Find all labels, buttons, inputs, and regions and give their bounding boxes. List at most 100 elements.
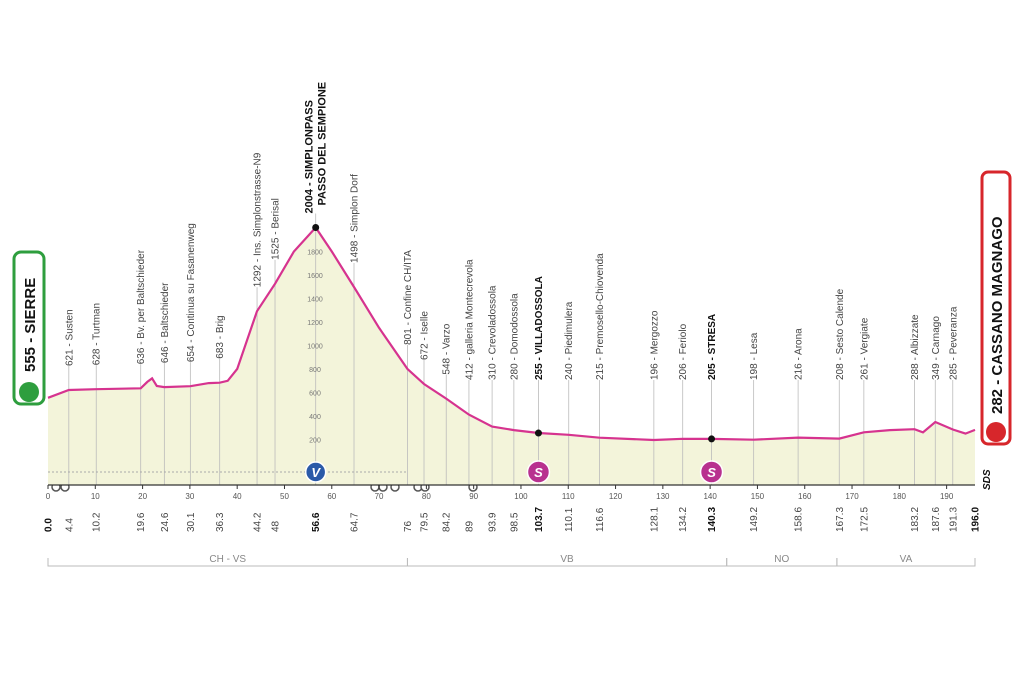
waypoint-label: 288 - Albizzate	[910, 314, 921, 380]
km-label: 140.3	[707, 507, 718, 532]
profile-line	[47, 225, 976, 442]
x-tick-label: 20	[138, 492, 147, 501]
region-label: NO	[774, 554, 789, 565]
km-label: 48	[271, 520, 282, 532]
km-label: 10.2	[92, 512, 103, 532]
summit-label: PASSO DEL SEMPIONE	[317, 82, 329, 206]
marker-label: V	[311, 465, 321, 480]
region-label: VB	[560, 554, 574, 565]
x-tick-label: 180	[893, 492, 907, 501]
start-label: 555 - SIERRE	[22, 278, 39, 372]
finish-label: 282 - CASSANO MAGNAGO	[989, 216, 1006, 414]
km-label: 56.6	[311, 512, 322, 532]
waypoint-label: 255 - VILLADOSSOLA	[534, 276, 545, 380]
x-tick-label: 40	[233, 492, 242, 501]
x-tick-label: 0	[46, 492, 51, 501]
sprint-icon	[699, 460, 724, 484]
km-label: 149.2	[749, 507, 760, 532]
km-label: 191.3	[948, 507, 959, 532]
waypoint-label: 412 - galleria Montecrevola	[464, 259, 475, 380]
y-tick-label: 200	[309, 438, 321, 445]
waypoint-label: 198 - Lesa	[749, 332, 760, 380]
profile-dot	[534, 429, 542, 437]
waypoint-label: 628 - Turtman	[92, 303, 103, 365]
kom-icon	[304, 461, 327, 483]
waypoint-label: 208 - Sesto Calende	[835, 288, 846, 380]
km-label: 0.0	[44, 518, 55, 532]
km-label: 187.6	[931, 507, 942, 532]
waypoint-label: 672 - Iselle	[420, 311, 431, 360]
km-label: 116.6	[595, 507, 606, 532]
km-label: 158.6	[794, 507, 805, 532]
km-label: 36.3	[215, 512, 226, 532]
y-tick-label: 1000	[307, 344, 323, 351]
x-tick-label: 100	[514, 492, 528, 501]
x-tick-label: 150	[751, 492, 765, 501]
start-icon	[19, 382, 39, 402]
y-tick-label: 1600	[307, 273, 323, 280]
y-tick-label: 1200	[307, 320, 323, 327]
x-tick-label: 140	[703, 492, 717, 501]
x-tick-label: 90	[469, 492, 478, 501]
waypoint-label: 1498 - Simplon Dorf	[350, 174, 361, 263]
finish-icon	[986, 422, 1006, 442]
logo: SDS	[982, 469, 993, 490]
region-label: VA	[900, 554, 913, 565]
x-tick-label: 60	[327, 492, 336, 501]
km-label: 89	[464, 520, 475, 532]
waypoint-label: 548 - Varzo	[442, 323, 453, 374]
x-tick-label: 190	[940, 492, 954, 501]
finish-box	[980, 170, 1012, 446]
km-label: 76	[403, 520, 414, 532]
waypoint-label: 621 - Susten	[64, 309, 75, 366]
waypoint-label: 215 - Premosello-Chiovenda	[595, 253, 606, 380]
waypoint-label: 636 - Bv. per Baltschieder	[136, 249, 147, 364]
km-label: 103.7	[534, 507, 545, 532]
waypoint-label: 801 - Confine CH/ITA	[403, 250, 414, 345]
sprint-icon	[526, 460, 551, 484]
y-tick-label: 800	[309, 367, 321, 374]
x-tick-label: 160	[798, 492, 812, 501]
profile-fill	[48, 227, 975, 485]
km-label: 110.1	[564, 507, 575, 532]
waypoint-label: 280 - Domodossola	[509, 293, 520, 380]
profile-dot	[708, 435, 716, 443]
km-label: 172.5	[859, 507, 870, 532]
km-label: 30.1	[186, 512, 197, 532]
x-tick-label: 120	[609, 492, 623, 501]
waypoint-label: 1292 - Ins. Simplonstrasse-N9	[253, 152, 264, 287]
x-tick-label: 110	[562, 492, 575, 501]
waypoint-label: 261 - Vergiate	[859, 317, 870, 380]
region-label: CH - VS	[209, 554, 246, 565]
waypoint-label: 646 - Baltschieder	[160, 282, 171, 363]
waypoint-label: 216 - Arona	[794, 328, 805, 380]
km-label: 19.6	[136, 512, 147, 532]
y-tick-label: 400	[309, 414, 321, 421]
km-label: 128.1	[649, 507, 660, 532]
start-box	[12, 250, 46, 406]
marker-label: S	[534, 465, 543, 480]
km-label: 79.5	[420, 512, 431, 532]
x-tick-label: 130	[656, 492, 670, 501]
km-label: 64.7	[350, 512, 361, 532]
km-label: 167.3	[835, 507, 846, 532]
waypoint-label: 310 - Crevoladossola	[488, 285, 499, 380]
waypoint-label: 1525 - Berisal	[271, 198, 282, 260]
km-label: 196.0	[971, 507, 982, 532]
km-label: 24.6	[160, 512, 171, 532]
y-tick-label: 1400	[307, 297, 323, 304]
waypoint-label: 285 - Peveranza	[948, 306, 959, 380]
x-tick-label: 50	[280, 492, 289, 501]
marker-label: S	[707, 465, 716, 480]
km-label: 134.2	[678, 507, 689, 532]
x-tick-label: 70	[375, 492, 384, 501]
y-tick-label: 1800	[307, 250, 323, 257]
waypoint-label: 683 - Brig	[215, 315, 226, 358]
km-label: 183.2	[910, 507, 921, 532]
km-label: 84.2	[442, 512, 453, 532]
x-tick-label: 170	[845, 492, 859, 501]
km-label: 44.2	[253, 512, 264, 532]
waypoint-label: 654 - Continua su Fasanenweg	[186, 223, 197, 362]
waypoint-label: 206 - Feriolo	[678, 323, 689, 380]
